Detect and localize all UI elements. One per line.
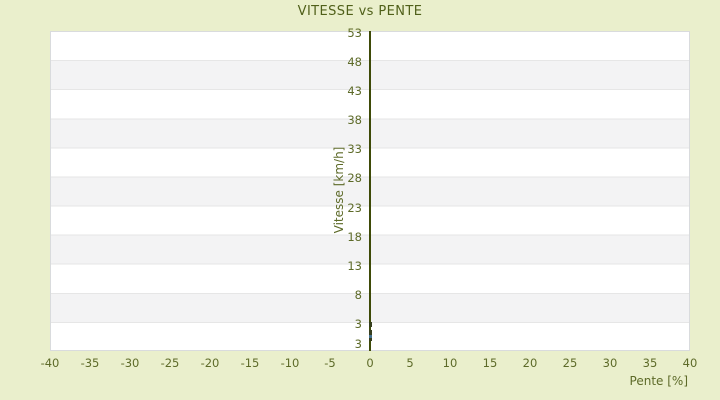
data-point [368, 323, 372, 327]
y-axis-bottom-label: 3 [354, 337, 362, 351]
x-tick-label: -10 [280, 356, 300, 370]
data-point [368, 337, 372, 341]
y-tick-label: 43 [347, 84, 362, 99]
x-tick-label: 40 [682, 356, 698, 370]
x-tick-label: 10 [442, 356, 458, 370]
y-axis-title: Vitesse [km/h] [332, 146, 346, 234]
x-axis-title: Pente [%] [629, 374, 688, 388]
y-axis-line [368, 31, 371, 351]
y-tick-label: 33 [347, 142, 362, 157]
y-tick-label: 13 [347, 258, 362, 273]
x-tick-label: -20 [200, 356, 220, 370]
x-tick-label: -5 [324, 356, 336, 370]
x-tick-label: -40 [40, 356, 60, 370]
y-tick-label: 23 [347, 200, 362, 215]
y-tick-label: 28 [347, 171, 362, 186]
chart-title: VITESSE vs PENTE [297, 4, 423, 19]
x-tick-label: -15 [240, 356, 260, 370]
y-tick-label: 8 [354, 287, 362, 302]
x-tick-label: 20 [522, 356, 538, 370]
x-tick-label: -35 [80, 356, 100, 370]
data-point [368, 321, 372, 325]
data-point [368, 329, 372, 333]
x-tick-label: 35 [642, 356, 658, 370]
x-tick-label: 5 [406, 356, 414, 370]
y-tick-label: 53 [347, 26, 362, 40]
data-point [368, 335, 372, 339]
x-tick-label: -25 [160, 356, 180, 370]
x-tick-label: -30 [120, 356, 140, 370]
x-tick-label: 15 [482, 356, 498, 370]
x-tick-label: 25 [562, 356, 578, 370]
y-tick-label: 38 [347, 113, 362, 128]
x-tick-label: 30 [602, 356, 618, 370]
x-tick-label: 0 [366, 356, 374, 370]
y-tick-label: 3 [354, 316, 362, 331]
y-tick-label: 18 [347, 229, 362, 244]
y-tick-label: 48 [347, 55, 362, 70]
data-point [368, 332, 372, 336]
